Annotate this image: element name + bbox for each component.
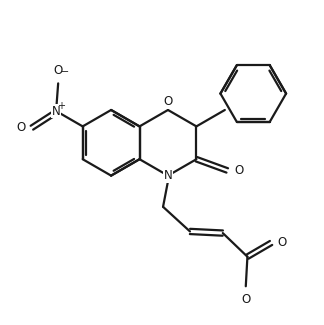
Text: O: O: [235, 164, 244, 177]
Text: +: +: [57, 101, 65, 111]
Text: O: O: [163, 95, 173, 108]
Text: O: O: [241, 293, 250, 306]
Text: N: N: [52, 105, 60, 118]
Text: O: O: [278, 236, 287, 249]
Text: O: O: [17, 121, 26, 134]
Text: N: N: [164, 169, 172, 182]
Text: O: O: [53, 64, 63, 77]
Text: −: −: [61, 67, 69, 77]
